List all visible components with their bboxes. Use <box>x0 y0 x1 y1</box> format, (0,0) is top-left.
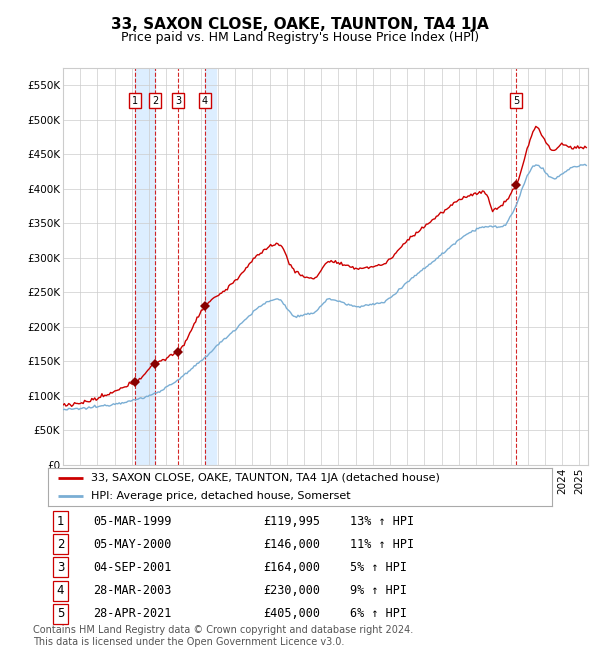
Text: 2: 2 <box>57 538 64 551</box>
Text: £146,000: £146,000 <box>263 538 320 551</box>
Text: £230,000: £230,000 <box>263 584 320 597</box>
Text: 4: 4 <box>57 584 64 597</box>
Bar <box>135 68 155 465</box>
Text: Contains HM Land Registry data © Crown copyright and database right 2024.
This d: Contains HM Land Registry data © Crown c… <box>33 625 413 647</box>
Text: £164,000: £164,000 <box>263 561 320 574</box>
Text: 05-MAY-2000: 05-MAY-2000 <box>94 538 172 551</box>
Text: 05-MAR-1999: 05-MAR-1999 <box>94 515 172 528</box>
Text: 33, SAXON CLOSE, OAKE, TAUNTON, TA4 1JA (detached house): 33, SAXON CLOSE, OAKE, TAUNTON, TA4 1JA … <box>91 473 440 483</box>
Text: 2: 2 <box>152 96 158 106</box>
Text: 5: 5 <box>513 96 519 106</box>
Text: 9% ↑ HPI: 9% ↑ HPI <box>350 584 407 597</box>
Text: 13% ↑ HPI: 13% ↑ HPI <box>350 515 415 528</box>
Text: 33, SAXON CLOSE, OAKE, TAUNTON, TA4 1JA: 33, SAXON CLOSE, OAKE, TAUNTON, TA4 1JA <box>111 17 489 32</box>
Text: 3: 3 <box>57 561 64 574</box>
Text: 28-MAR-2003: 28-MAR-2003 <box>94 584 172 597</box>
Text: £119,995: £119,995 <box>263 515 320 528</box>
Text: 4: 4 <box>202 96 208 106</box>
Text: 6% ↑ HPI: 6% ↑ HPI <box>350 607 407 620</box>
Bar <box>205 68 216 465</box>
Text: £405,000: £405,000 <box>263 607 320 620</box>
Text: Price paid vs. HM Land Registry's House Price Index (HPI): Price paid vs. HM Land Registry's House … <box>121 31 479 44</box>
Text: 28-APR-2021: 28-APR-2021 <box>94 607 172 620</box>
Text: 1: 1 <box>57 515 64 528</box>
Text: 1: 1 <box>132 96 138 106</box>
Text: 11% ↑ HPI: 11% ↑ HPI <box>350 538 415 551</box>
Text: 04-SEP-2001: 04-SEP-2001 <box>94 561 172 574</box>
Text: HPI: Average price, detached house, Somerset: HPI: Average price, detached house, Some… <box>91 491 350 501</box>
Text: 3: 3 <box>175 96 181 106</box>
Text: 5: 5 <box>57 607 64 620</box>
Text: 5% ↑ HPI: 5% ↑ HPI <box>350 561 407 574</box>
